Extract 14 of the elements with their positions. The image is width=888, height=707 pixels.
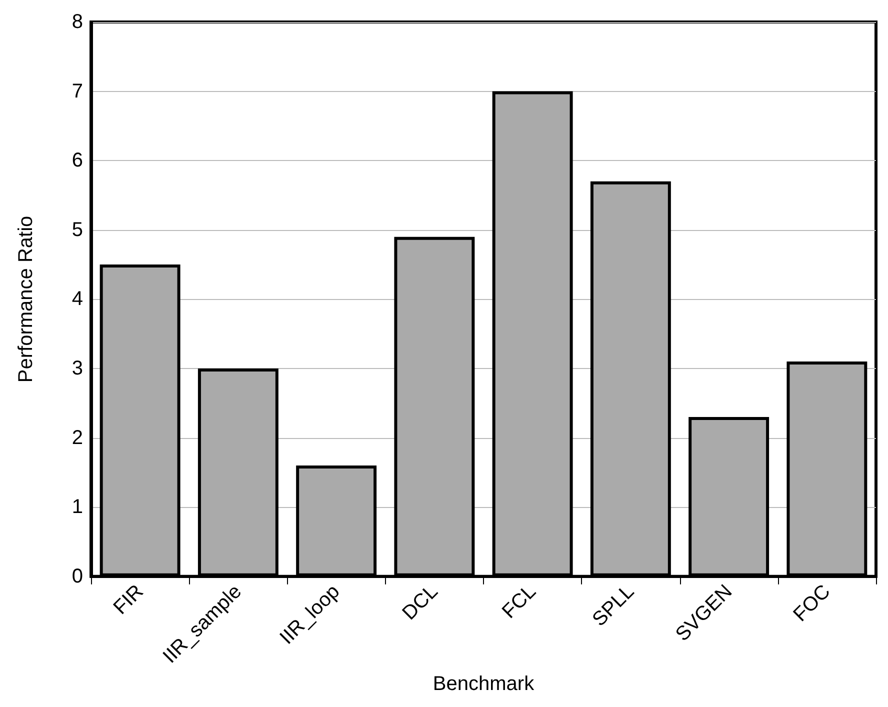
y-axis-title: Performance Ratio [15, 216, 37, 383]
x-tick-label: FCL [498, 580, 540, 623]
x-tick-label: FIR [110, 580, 148, 619]
y-tick-label: 8 [72, 11, 83, 33]
y-tick-label: 3 [72, 357, 83, 380]
y-tick-label: 7 [72, 80, 83, 102]
y-tick-label: 6 [72, 150, 83, 172]
x-axis-title: Benchmark [432, 673, 536, 695]
y-tick-label: 5 [72, 218, 83, 241]
x-tick-label: DCL [398, 580, 442, 624]
y-tick-label: 1 [72, 496, 83, 518]
y-tick-label: 4 [72, 288, 83, 310]
y-tick-label: 2 [72, 426, 83, 449]
y-tick-label: 0 [72, 565, 83, 588]
